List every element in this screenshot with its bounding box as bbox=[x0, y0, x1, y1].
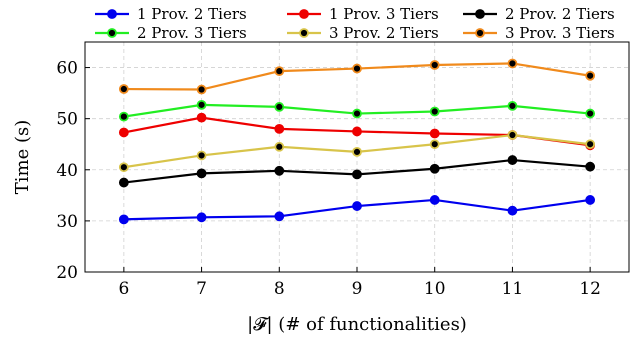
data-point bbox=[507, 205, 518, 216]
data-point bbox=[274, 141, 285, 152]
data-point bbox=[429, 128, 440, 139]
data-point bbox=[585, 70, 596, 81]
data-point bbox=[585, 195, 596, 205]
legend: 1 Prov. 2 Tiers 1 Prov. 3 Tiers 2 Prov. 2 … bbox=[95, 5, 615, 42]
y-tick-label: 50 bbox=[56, 110, 78, 130]
x-tick-label: 10 bbox=[424, 279, 446, 299]
legend-item: 1 Prov. 3 Tiers bbox=[287, 5, 439, 23]
y-axis-ticks: 20 30 40 50 60 bbox=[56, 59, 90, 283]
data-point bbox=[118, 127, 129, 138]
x-tick-label: 6 bbox=[118, 279, 129, 299]
y-tick-label: 20 bbox=[56, 263, 78, 283]
data-point bbox=[196, 112, 207, 123]
series-4 bbox=[118, 99, 596, 122]
data-point bbox=[507, 155, 518, 165]
legend-label: 3 Prov. 2 Tiers bbox=[329, 24, 439, 42]
data-point bbox=[274, 102, 285, 112]
data-point bbox=[352, 126, 362, 137]
series-5 bbox=[118, 130, 596, 173]
x-tick-label: 8 bbox=[274, 279, 285, 299]
x-tick-label: 11 bbox=[502, 279, 524, 299]
series-6 bbox=[118, 58, 596, 95]
legend-swatch-marker bbox=[475, 9, 485, 19]
data-point bbox=[118, 214, 129, 225]
data-point bbox=[352, 201, 362, 211]
grid-lines bbox=[85, 42, 629, 273]
data-point bbox=[352, 146, 362, 157]
legend-swatch-marker bbox=[475, 28, 485, 38]
data-point bbox=[352, 63, 362, 74]
legend-swatch-marker bbox=[299, 28, 309, 38]
data-point bbox=[585, 108, 596, 119]
y-tick-label: 60 bbox=[56, 59, 78, 79]
data-point bbox=[196, 168, 207, 179]
legend-item: 3 Prov. 2 Tiers bbox=[287, 24, 439, 42]
data-point bbox=[274, 211, 285, 222]
data-point bbox=[429, 60, 440, 70]
legend-label: 2 Prov. 3 Tiers bbox=[137, 24, 247, 42]
x-tick-label: 7 bbox=[196, 279, 207, 299]
y-tick-label: 40 bbox=[56, 161, 78, 181]
data-point bbox=[196, 150, 207, 161]
legend-label: 1 Prov. 3 Tiers bbox=[329, 5, 439, 23]
legend-swatch-marker bbox=[107, 9, 117, 19]
data-point bbox=[118, 111, 129, 122]
series-1 bbox=[118, 195, 596, 225]
data-point bbox=[429, 195, 440, 205]
data-point bbox=[118, 162, 129, 173]
data-point bbox=[429, 106, 440, 117]
legend-swatch-marker bbox=[107, 28, 117, 38]
data-point bbox=[196, 84, 207, 95]
legend-item: 1 Prov. 2 Tiers bbox=[95, 5, 247, 23]
legend-label: 2 Prov. 2 Tiers bbox=[505, 5, 615, 23]
legend-label: 3 Prov. 3 Tiers bbox=[505, 24, 615, 42]
data-point bbox=[585, 139, 596, 150]
series-3 bbox=[118, 155, 596, 188]
legend-item: 3 Prov. 3 Tiers bbox=[463, 24, 615, 42]
series-lines bbox=[118, 58, 596, 225]
data-point bbox=[507, 100, 518, 111]
data-point bbox=[118, 84, 129, 94]
legend-item: 2 Prov. 3 Tiers bbox=[95, 24, 247, 42]
data-point bbox=[352, 108, 362, 119]
legend-swatch-marker bbox=[299, 9, 309, 19]
data-point bbox=[118, 177, 129, 188]
x-tick-label: 9 bbox=[352, 279, 363, 299]
x-axis-label: |𝓕| (# of functionalities) bbox=[247, 314, 467, 335]
data-point bbox=[507, 58, 518, 69]
y-tick-label: 30 bbox=[56, 212, 78, 232]
data-point bbox=[507, 130, 518, 140]
data-point bbox=[274, 123, 285, 134]
legend-item: 2 Prov. 2 Tiers bbox=[463, 5, 615, 23]
data-point bbox=[352, 169, 362, 180]
data-point bbox=[196, 212, 207, 223]
legend-label: 1 Prov. 2 Tiers bbox=[137, 5, 247, 23]
y-axis-label: Time (s) bbox=[12, 120, 33, 195]
data-point bbox=[585, 161, 596, 172]
x-axis-ticks: 6 7 8 9 10 11 12 bbox=[118, 267, 601, 299]
data-point bbox=[429, 163, 440, 174]
data-point bbox=[196, 99, 207, 110]
data-point bbox=[274, 66, 285, 77]
data-point bbox=[274, 165, 285, 176]
data-point bbox=[429, 139, 440, 150]
x-tick-label: 12 bbox=[579, 279, 601, 299]
